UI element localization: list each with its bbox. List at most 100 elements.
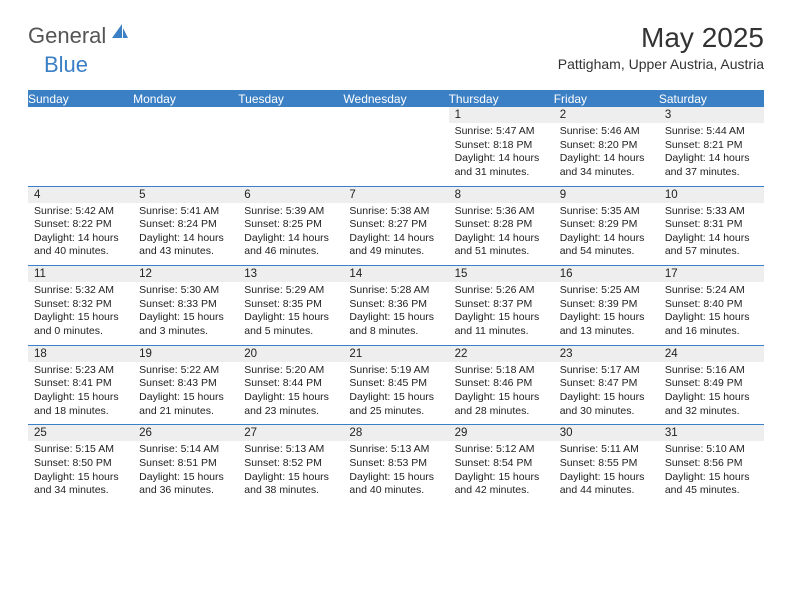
sunrise-text: Sunrise: 5:29 AM [244,284,337,298]
sunrise-text: Sunrise: 5:16 AM [665,364,758,378]
sunrise-text: Sunrise: 5:18 AM [455,364,548,378]
day-number-cell [238,107,343,124]
day-number-cell: 16 [554,266,659,283]
daylight-text: Daylight: 15 hours and 36 minutes. [139,471,232,498]
daylight-text: Daylight: 15 hours and 0 minutes. [34,311,127,338]
day-number-cell: 20 [238,345,343,362]
day-number-cell: 14 [343,266,448,283]
day-number-cell: 23 [554,345,659,362]
day-body-cell: Sunrise: 5:16 AMSunset: 8:49 PMDaylight:… [659,362,764,425]
sunset-text: Sunset: 8:33 PM [139,298,232,312]
sunrise-text: Sunrise: 5:35 AM [560,205,653,219]
daynum-row: 11121314151617 [28,266,764,283]
sunrise-text: Sunrise: 5:22 AM [139,364,232,378]
weekday-header: Saturday [659,92,764,107]
daybody-row: Sunrise: 5:47 AMSunset: 8:18 PMDaylight:… [28,123,764,186]
daylight-text: Daylight: 14 hours and 51 minutes. [455,232,548,259]
sunrise-text: Sunrise: 5:46 AM [560,125,653,139]
day-body-cell [28,123,133,186]
daylight-text: Daylight: 15 hours and 34 minutes. [34,471,127,498]
sunrise-text: Sunrise: 5:11 AM [560,443,653,457]
day-body-cell: Sunrise: 5:24 AMSunset: 8:40 PMDaylight:… [659,282,764,345]
daylight-text: Daylight: 14 hours and 40 minutes. [34,232,127,259]
daylight-text: Daylight: 15 hours and 16 minutes. [665,311,758,338]
sunrise-text: Sunrise: 5:10 AM [665,443,758,457]
sunset-text: Sunset: 8:25 PM [244,218,337,232]
sunset-text: Sunset: 8:43 PM [139,377,232,391]
calendar-table: Sunday Monday Tuesday Wednesday Thursday… [28,92,764,504]
sunset-text: Sunset: 8:29 PM [560,218,653,232]
daynum-row: 25262728293031 [28,425,764,442]
sunrise-text: Sunrise: 5:12 AM [455,443,548,457]
sunset-text: Sunset: 8:47 PM [560,377,653,391]
day-body-cell: Sunrise: 5:25 AMSunset: 8:39 PMDaylight:… [554,282,659,345]
daylight-text: Daylight: 15 hours and 23 minutes. [244,391,337,418]
day-number-cell: 9 [554,186,659,203]
day-number-cell: 15 [449,266,554,283]
sunset-text: Sunset: 8:56 PM [665,457,758,471]
logo-text-blue: Blue [44,52,88,77]
sunset-text: Sunset: 8:55 PM [560,457,653,471]
sunrise-text: Sunrise: 5:33 AM [665,205,758,219]
daybody-row: Sunrise: 5:42 AMSunset: 8:22 PMDaylight:… [28,203,764,266]
daylight-text: Daylight: 15 hours and 28 minutes. [455,391,548,418]
day-number-cell: 24 [659,345,764,362]
day-number-cell: 30 [554,425,659,442]
daylight-text: Daylight: 14 hours and 57 minutes. [665,232,758,259]
sunrise-text: Sunrise: 5:25 AM [560,284,653,298]
day-body-cell [343,123,448,186]
day-body-cell [133,123,238,186]
daylight-text: Daylight: 15 hours and 5 minutes. [244,311,337,338]
day-body-cell: Sunrise: 5:13 AMSunset: 8:53 PMDaylight:… [343,441,448,504]
day-body-cell [238,123,343,186]
sunset-text: Sunset: 8:32 PM [34,298,127,312]
sunrise-text: Sunrise: 5:38 AM [349,205,442,219]
weekday-header-row: Sunday Monday Tuesday Wednesday Thursday… [28,92,764,107]
sunset-text: Sunset: 8:24 PM [139,218,232,232]
sunset-text: Sunset: 8:39 PM [560,298,653,312]
daylight-text: Daylight: 14 hours and 43 minutes. [139,232,232,259]
day-body-cell: Sunrise: 5:41 AMSunset: 8:24 PMDaylight:… [133,203,238,266]
sunrise-text: Sunrise: 5:36 AM [455,205,548,219]
sunset-text: Sunset: 8:27 PM [349,218,442,232]
daylight-text: Daylight: 15 hours and 45 minutes. [665,471,758,498]
logo: General [28,22,132,49]
daylight-text: Daylight: 15 hours and 44 minutes. [560,471,653,498]
day-body-cell: Sunrise: 5:13 AMSunset: 8:52 PMDaylight:… [238,441,343,504]
day-body-cell: Sunrise: 5:20 AMSunset: 8:44 PMDaylight:… [238,362,343,425]
weekday-header: Friday [554,92,659,107]
day-number-cell: 5 [133,186,238,203]
sunrise-text: Sunrise: 5:28 AM [349,284,442,298]
daybody-row: Sunrise: 5:23 AMSunset: 8:41 PMDaylight:… [28,362,764,425]
sunset-text: Sunset: 8:22 PM [34,218,127,232]
day-body-cell: Sunrise: 5:10 AMSunset: 8:56 PMDaylight:… [659,441,764,504]
sunset-text: Sunset: 8:28 PM [455,218,548,232]
sunset-text: Sunset: 8:21 PM [665,139,758,153]
sunrise-text: Sunrise: 5:26 AM [455,284,548,298]
daylight-text: Daylight: 15 hours and 38 minutes. [244,471,337,498]
day-number-cell: 1 [449,107,554,124]
sunrise-text: Sunrise: 5:13 AM [349,443,442,457]
sunrise-text: Sunrise: 5:13 AM [244,443,337,457]
day-number-cell: 19 [133,345,238,362]
daylight-text: Daylight: 15 hours and 42 minutes. [455,471,548,498]
day-number-cell: 2 [554,107,659,124]
sunset-text: Sunset: 8:49 PM [665,377,758,391]
page-title: May 2025 [558,22,764,54]
daylight-text: Daylight: 15 hours and 8 minutes. [349,311,442,338]
daylight-text: Daylight: 15 hours and 11 minutes. [455,311,548,338]
sunset-text: Sunset: 8:54 PM [455,457,548,471]
day-body-cell: Sunrise: 5:17 AMSunset: 8:47 PMDaylight:… [554,362,659,425]
day-body-cell: Sunrise: 5:19 AMSunset: 8:45 PMDaylight:… [343,362,448,425]
sunrise-text: Sunrise: 5:44 AM [665,125,758,139]
sunrise-text: Sunrise: 5:41 AM [139,205,232,219]
day-body-cell: Sunrise: 5:28 AMSunset: 8:36 PMDaylight:… [343,282,448,345]
day-number-cell: 6 [238,186,343,203]
weekday-header: Tuesday [238,92,343,107]
day-body-cell: Sunrise: 5:35 AMSunset: 8:29 PMDaylight:… [554,203,659,266]
weekday-header: Thursday [449,92,554,107]
day-body-cell: Sunrise: 5:14 AMSunset: 8:51 PMDaylight:… [133,441,238,504]
daylight-text: Daylight: 15 hours and 30 minutes. [560,391,653,418]
day-body-cell: Sunrise: 5:44 AMSunset: 8:21 PMDaylight:… [659,123,764,186]
sunset-text: Sunset: 8:36 PM [349,298,442,312]
